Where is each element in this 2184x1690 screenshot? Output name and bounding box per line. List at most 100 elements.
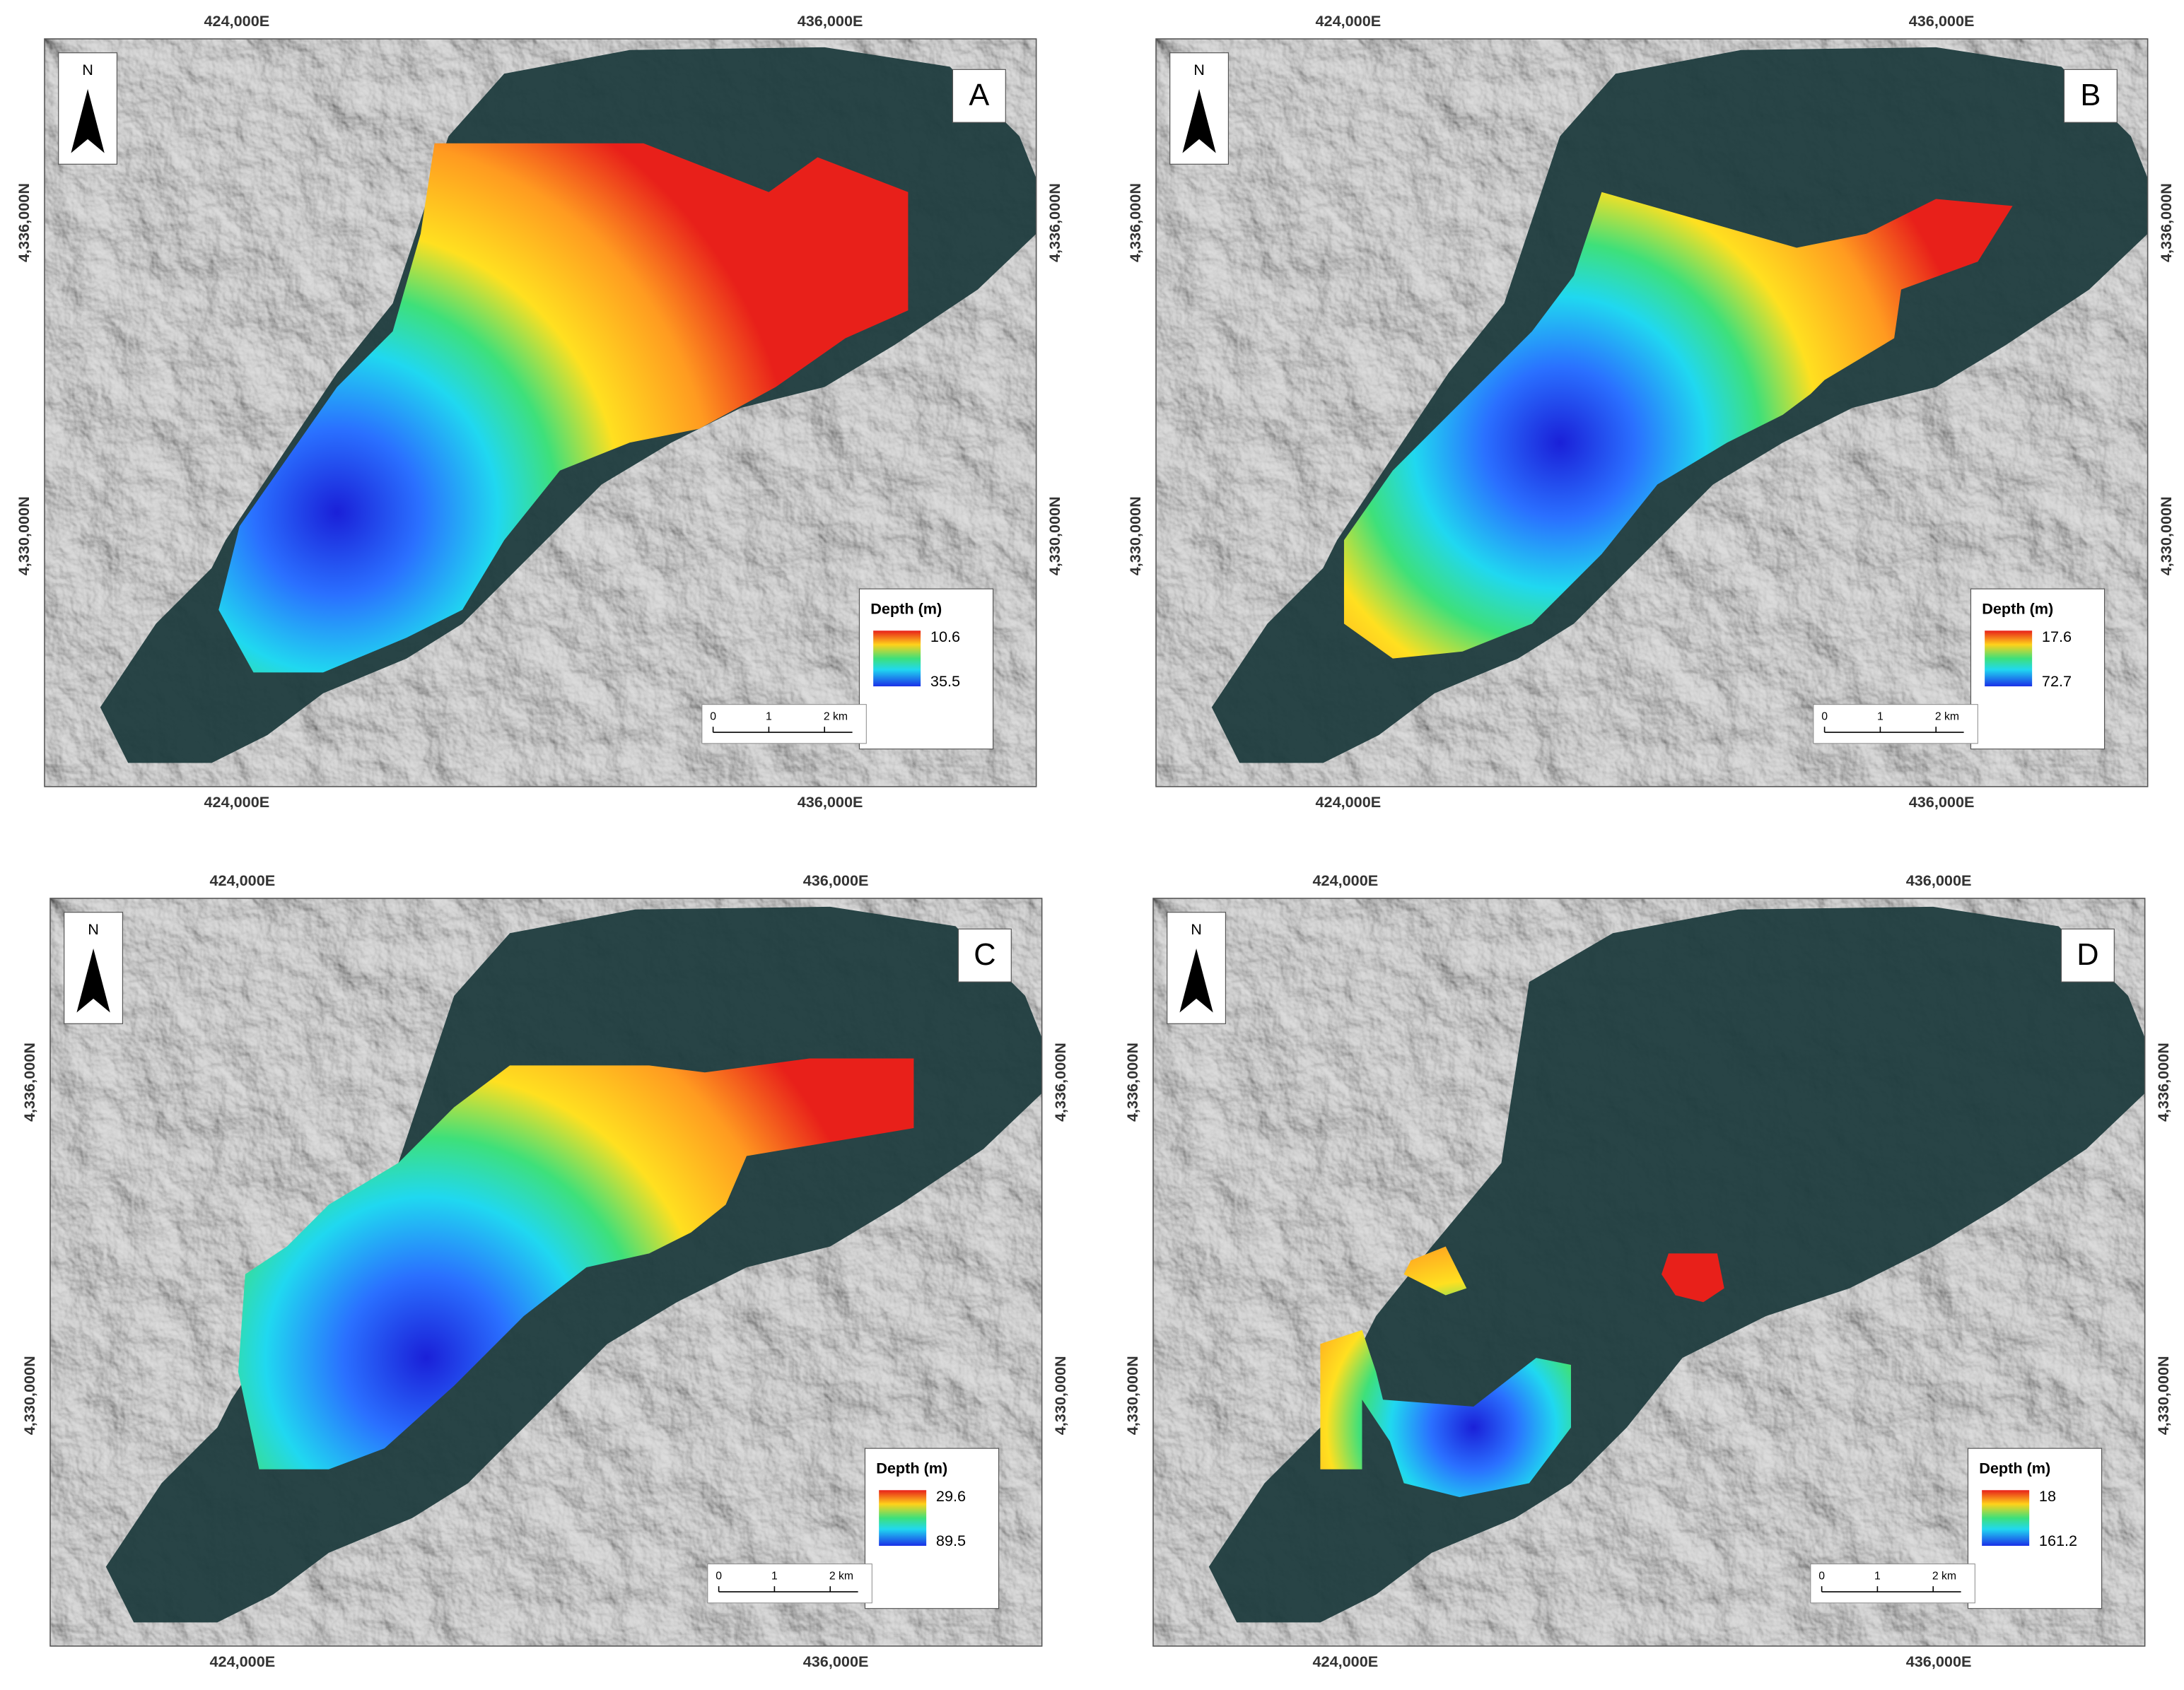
scale-label: 1 (1877, 711, 1884, 723)
panel-label-box (2060, 928, 2115, 982)
legend-title: Depth (m) (1982, 599, 2053, 617)
panel-label-box (2063, 69, 2118, 123)
scale-label: 2 km (829, 1571, 853, 1583)
legend-max: 17.6 (2042, 628, 2072, 645)
y-coord-right: 4,336,000N (1046, 183, 1063, 262)
legend-max: 18 (2039, 1487, 2056, 1505)
x-coord-top: 424,000E (209, 872, 275, 889)
legend-title: Depth (m) (870, 599, 942, 617)
frame-border (49, 898, 1043, 1647)
depth-surface (1403, 1246, 1467, 1296)
map-panel: N C Depth (m) 29.6 89.5 0 1 2 km 424,000E 424,000… (21, 872, 1069, 1670)
north-arrow (1182, 88, 1216, 153)
y-coord-right: 4,336,000N (2157, 183, 2175, 262)
y-coord-left: 4,330,000N (15, 496, 33, 575)
depth-surface (1662, 1253, 1724, 1303)
y-coord-left: 4,336,000N (21, 1043, 38, 1122)
scale-label: 0 (1818, 1571, 1825, 1583)
legend-title: Depth (m) (876, 1459, 947, 1477)
legend-min: 72.7 (2042, 672, 2072, 690)
frame-border (44, 38, 1037, 787)
y-coord-right: 4,330,000N (1046, 496, 1063, 575)
north-label: N (82, 61, 93, 78)
y-coord-right: 4,336,000N (1051, 1043, 1069, 1122)
y-coord-left: 4,336,000N (15, 183, 33, 262)
scale-box (707, 1563, 872, 1604)
panel-label-box (957, 928, 1012, 982)
depth-surface (238, 1058, 914, 1469)
scale-label: 0 (716, 1571, 722, 1583)
panel-label: A (969, 78, 989, 112)
map-panel: N A Depth (m) 10.6 35.5 0 1 2 km 424,000E 424,000… (15, 12, 1063, 811)
x-coord-bottom: 436,000E (1906, 1653, 1972, 1670)
y-coord-left: 4,330,000N (21, 1356, 38, 1435)
legend-ramp (1985, 630, 2033, 687)
north-label: N (1193, 61, 1205, 78)
panel-label: C (974, 938, 995, 972)
scale-label: 0 (710, 711, 716, 723)
legend-ramp (873, 630, 921, 687)
y-coord-left: 4,330,000N (1123, 1356, 1141, 1435)
panel-label: D (2077, 938, 2098, 972)
x-coord-bottom: 436,000E (803, 1653, 869, 1670)
legend-title: Depth (m) (1979, 1459, 2050, 1477)
panel-label-box (952, 69, 1006, 123)
x-coord-bottom: 424,000E (1315, 793, 1381, 811)
scale-label: 2 km (1935, 711, 1959, 723)
frame-border (1152, 898, 2146, 1647)
scale-label: 2 km (1932, 1571, 1956, 1583)
y-coord-left: 4,330,000N (1126, 496, 1144, 575)
map-frame (45, 39, 1036, 787)
north-label: N (1191, 920, 1202, 938)
scale-box (1813, 704, 1978, 744)
depth-surface (1343, 192, 2013, 659)
x-coord-bottom: 436,000E (1909, 793, 1975, 811)
depth-surface (1320, 1330, 1571, 1498)
map-frame (1156, 39, 2148, 787)
scale-box (1810, 1563, 1975, 1604)
y-coord-right: 4,330,000N (2157, 496, 2175, 575)
y-coord-right: 4,330,000N (1051, 1356, 1069, 1435)
north-box (64, 912, 124, 1024)
x-coord-top: 436,000E (1906, 872, 1972, 889)
legend-min: 89.5 (936, 1532, 966, 1549)
map-frame (50, 898, 1042, 1646)
x-coord-bottom: 424,000E (204, 793, 269, 811)
scale-label: 1 (771, 1571, 778, 1583)
legend-min: 161.2 (2039, 1532, 2077, 1549)
north-arrow (76, 948, 110, 1013)
x-coord-top: 436,000E (1909, 12, 1975, 30)
map-panel: N B Depth (m) 17.6 72.7 0 1 2 km 424,000E 424,000… (1126, 12, 2175, 811)
legend-ramp (1982, 1490, 2030, 1547)
y-coord-left: 4,336,000N (1123, 1043, 1141, 1122)
x-coord-top: 436,000E (798, 12, 863, 30)
x-coord-top: 424,000E (204, 12, 269, 30)
north-arrow (71, 88, 105, 153)
x-coord-bottom: 424,000E (1312, 1653, 1378, 1670)
panel-label: B (2080, 78, 2101, 112)
scale-label: 1 (766, 711, 772, 723)
x-coord-bottom: 424,000E (209, 1653, 275, 1670)
y-coord-left: 4,336,000N (1126, 183, 1144, 262)
scale-label: 2 km (824, 711, 848, 723)
depth-surface (218, 143, 909, 673)
legend-ramp (879, 1490, 927, 1547)
x-coord-top: 424,000E (1312, 872, 1378, 889)
north-arrow (1179, 948, 1213, 1013)
legend-min: 35.5 (930, 672, 960, 690)
scale-label: 1 (1874, 1571, 1881, 1583)
legend-max: 29.6 (936, 1487, 966, 1505)
map-panel: N D Depth (m) 18 161.2 0 1 2 km 424,000E 424,000E… (1123, 872, 2172, 1670)
scale-box (701, 704, 867, 744)
x-coord-top: 436,000E (803, 872, 869, 889)
north-label: N (88, 920, 99, 938)
legend-max: 10.6 (930, 628, 960, 645)
y-coord-right: 4,336,000N (2154, 1043, 2172, 1122)
scale-label: 0 (1821, 711, 1828, 723)
x-coord-top: 424,000E (1315, 12, 1381, 30)
x-coord-bottom: 436,000E (798, 793, 863, 811)
frame-border (1155, 38, 2149, 787)
